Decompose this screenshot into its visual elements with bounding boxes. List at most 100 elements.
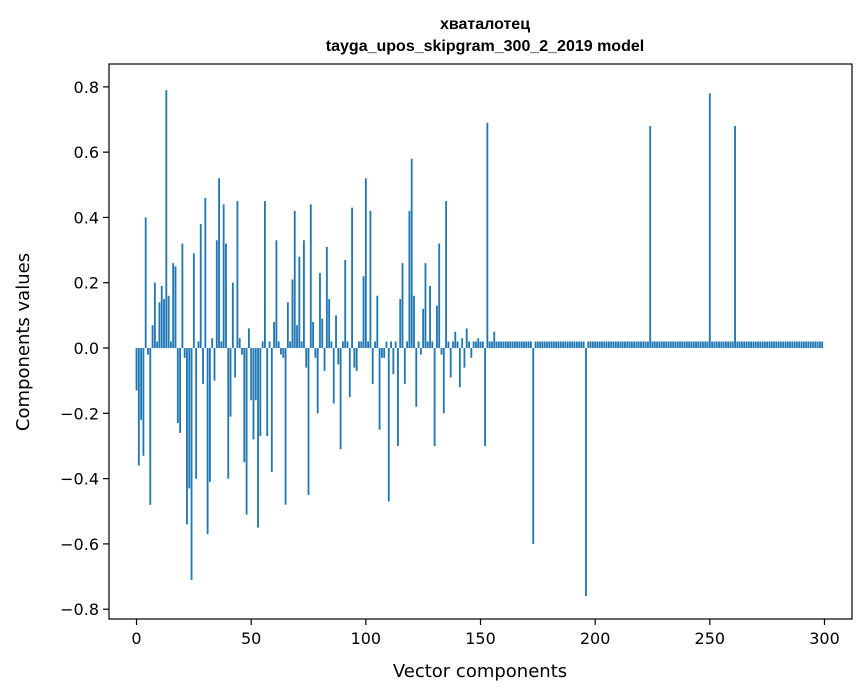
x-tick-label: 100	[351, 629, 382, 648]
bar-71	[298, 256, 301, 349]
bar-148	[475, 341, 477, 349]
bar-176	[539, 341, 542, 349]
bar-225	[651, 341, 654, 349]
bar-29	[202, 348, 204, 384]
bar-253	[715, 341, 718, 349]
bar-249	[706, 341, 709, 349]
bar-156	[493, 331, 496, 349]
bar-161	[504, 341, 507, 349]
bar-22	[186, 348, 188, 525]
bar-173	[532, 348, 535, 544]
bar-75	[307, 348, 310, 495]
bar-2	[140, 348, 143, 420]
bar-248	[704, 341, 707, 349]
bar-230	[663, 341, 665, 349]
bar-270	[754, 341, 757, 349]
bar-186	[562, 341, 564, 349]
y-tick-label: −0.2	[60, 404, 99, 423]
bar-83	[325, 246, 328, 349]
bar-80	[319, 272, 321, 349]
bar-115	[399, 299, 402, 349]
bar-43	[234, 348, 237, 378]
bar-283	[784, 341, 787, 349]
bar-227	[656, 341, 658, 349]
bar-204	[603, 341, 606, 349]
bar-20	[181, 243, 184, 349]
bar-226	[653, 341, 656, 349]
bar-296	[814, 341, 817, 349]
bar-59	[270, 348, 273, 473]
bar-239	[683, 341, 686, 349]
bar-82	[323, 348, 326, 371]
bar-257	[724, 341, 727, 349]
bar-135	[445, 201, 448, 349]
y-tick-label: 0.2	[74, 274, 99, 293]
bar-16	[172, 263, 175, 349]
bar-56	[264, 201, 266, 349]
bar-205	[605, 341, 608, 349]
bar-26	[195, 348, 198, 479]
bar-52	[254, 348, 257, 401]
bar-13	[165, 90, 168, 349]
bar-269	[752, 341, 755, 349]
bar-216	[630, 341, 633, 349]
bar-79	[316, 348, 319, 414]
bar-174	[534, 341, 537, 349]
bar-108	[383, 348, 386, 358]
bar-72	[300, 341, 303, 349]
bar-107	[380, 348, 383, 358]
bar-35	[215, 240, 218, 349]
bar-163	[509, 341, 512, 349]
bar-123	[417, 341, 420, 349]
bar-110	[387, 348, 390, 502]
bar-143	[463, 348, 466, 368]
bar-177	[541, 341, 544, 349]
bar-130	[433, 348, 436, 446]
bar-42	[231, 282, 234, 349]
bar-222	[644, 341, 647, 349]
bar-63	[280, 348, 282, 355]
bar-116	[401, 263, 404, 349]
bar-84	[328, 299, 331, 349]
bar-10	[158, 302, 161, 349]
bar-85	[330, 341, 333, 349]
bar-0	[135, 348, 138, 391]
bar-142	[461, 338, 464, 349]
bar-212	[621, 341, 624, 349]
bar-234	[672, 341, 675, 349]
bar-137	[449, 348, 452, 378]
bar-11	[160, 286, 163, 349]
chart-subtitle: tayga_upos_skipgram_300_2_2019 model	[326, 38, 644, 55]
bar-136	[447, 341, 450, 349]
bar-151	[481, 341, 484, 349]
bar-89	[339, 348, 342, 450]
x-tick-label: 250	[695, 629, 726, 648]
bar-265	[743, 341, 746, 349]
bar-66	[286, 302, 289, 349]
bar-128	[429, 286, 431, 349]
bar-208	[612, 341, 615, 349]
bar-179	[546, 341, 548, 349]
bar-213	[624, 341, 626, 349]
bar-190	[571, 341, 574, 349]
bar-64	[282, 348, 285, 358]
bar-202	[598, 341, 601, 349]
bar-217	[633, 341, 636, 349]
bar-175	[536, 341, 539, 349]
x-axis-ticks: 0 50 100 150 200 250 300	[131, 619, 840, 648]
bar-185	[559, 341, 562, 349]
bar-260	[731, 341, 734, 349]
bar-266	[745, 341, 748, 349]
bar-286	[791, 341, 794, 349]
bar-241	[688, 341, 691, 349]
bar-30	[204, 197, 207, 349]
bar-111	[390, 341, 392, 349]
bar-273	[761, 341, 764, 349]
bar-187	[564, 341, 567, 349]
bar-258	[727, 341, 730, 349]
x-tick-label: 50	[241, 629, 261, 648]
bar-218	[635, 341, 638, 349]
bars-group	[135, 90, 824, 597]
bar-90	[341, 341, 344, 349]
bar-245	[697, 341, 700, 349]
